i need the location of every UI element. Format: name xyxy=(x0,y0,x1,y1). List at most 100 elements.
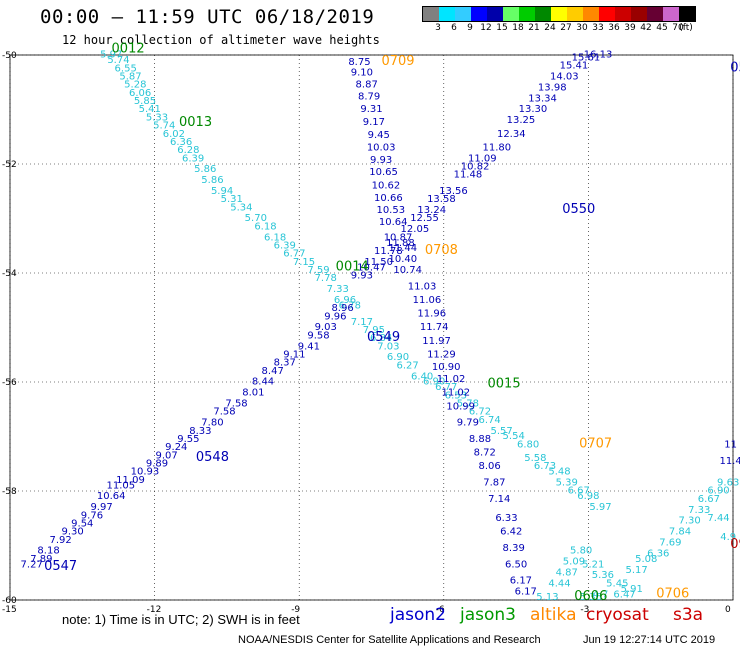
swh-value: 5.58 xyxy=(524,453,546,464)
colorbar-swatch xyxy=(631,7,647,21)
swh-value: 5.86 xyxy=(194,164,216,175)
colorbar-swatch xyxy=(551,7,567,21)
swh-value: 11.80 xyxy=(482,142,511,153)
colorbar-label: 27 xyxy=(560,23,572,33)
y-tick-label: -60 xyxy=(2,596,17,606)
swh-value: 11.48 xyxy=(454,170,483,181)
track-jason2-0547-0549: 7.277.898.187.929.309.549.769.9710.6411.… xyxy=(21,303,354,570)
track-jason3-0012-0014: 5.975.746.555.875.286.065.855.415.335.74… xyxy=(100,50,361,312)
colorbar-label: 15 xyxy=(496,23,508,33)
swh-value: 5.36 xyxy=(580,592,602,603)
swh-value: 8.96 xyxy=(331,303,353,314)
swh-value: 6.18 xyxy=(254,221,276,232)
swh-value: 15.61 xyxy=(572,52,601,63)
x-tick-label: 0 xyxy=(725,605,731,615)
pass-time-label: 0548 xyxy=(196,450,229,465)
swh-value: 8.72 xyxy=(474,448,496,459)
swh-value: 6.73 xyxy=(534,461,556,472)
swh-value: 5.57 xyxy=(491,426,513,437)
pass-labels: 0012 0013 0014 0015 0606 0709 0708 0707 0706 0547… xyxy=(44,41,740,604)
swh-value: 11.96 xyxy=(417,309,446,320)
colorbar-labels: 3 6 9 12 15 18 21 24 27 30 33 36 39 42 45 70 (ft) xyxy=(422,23,740,35)
swh-value: 7.30 xyxy=(678,516,700,527)
swh-value: 11.74 xyxy=(420,322,449,333)
pass-time-label: 0014 xyxy=(336,259,369,274)
swh-value: 7.59 xyxy=(307,265,329,276)
colorbar-label: 21 xyxy=(528,23,540,33)
swh-value: 10.65 xyxy=(369,167,398,178)
swh-value: 7.15 xyxy=(293,257,315,268)
swh-value: 9.79 xyxy=(457,418,479,429)
colorbar-swatch xyxy=(679,7,695,21)
swh-value: 5.97 xyxy=(100,50,122,61)
swh-value: 5.17 xyxy=(625,565,647,576)
track-jason2-0549-0550: 9.9310.4711.5011.7811.8812.0512.5513.241… xyxy=(351,50,613,282)
footer-credit: NOAA/NESDIS Center for Satellite Applica… xyxy=(238,634,541,646)
swh-value: 5.78 xyxy=(457,399,479,410)
pass-time-label: 0708 xyxy=(425,243,458,258)
colorbar-swatch xyxy=(599,7,615,21)
swh-value: 4.9 xyxy=(720,532,736,543)
swh-value: 9.07 xyxy=(156,450,178,461)
swh-value: 6.17 xyxy=(515,587,537,598)
swh-value: 8.18 xyxy=(37,546,59,557)
swh-value: 7.33 xyxy=(327,284,349,295)
swh-value: 10.90 xyxy=(432,362,461,373)
swh-value: 5.74 xyxy=(153,121,175,132)
swh-value: 6.02 xyxy=(163,129,185,140)
colorbar-swatch xyxy=(663,7,679,21)
swh-value: 9.45 xyxy=(368,130,390,141)
chart-subtitle: 12 hour collection of altimeter wave hei… xyxy=(62,33,380,47)
colorbar-label: 9 xyxy=(467,23,473,33)
swh-value: 10.82 xyxy=(461,161,490,172)
swh-value: 11.44 xyxy=(389,243,418,254)
swh-value: 13.34 xyxy=(528,93,557,104)
colorbar-swatch xyxy=(647,7,663,21)
swh-value: 6.40 xyxy=(411,371,433,382)
swh-value: 9.97 xyxy=(90,502,112,513)
swh-value: 16.13 xyxy=(584,50,613,61)
swh-value: 11.06 xyxy=(413,295,442,306)
swh-value: 5.39 xyxy=(556,478,578,489)
swh-value: 7.44 xyxy=(707,513,729,524)
pass-time-label: 0015 xyxy=(488,376,521,391)
swh-value: 5.41 xyxy=(139,104,161,115)
colorbar-label: 30 xyxy=(576,23,588,33)
swh-value: 8.06 xyxy=(478,461,500,472)
swh-value: 9.55 xyxy=(177,434,199,445)
swh-value: 6.84 xyxy=(370,333,392,344)
swh-value: 5.21 xyxy=(582,559,604,570)
swh-value: 4.44 xyxy=(548,578,570,589)
swh-value: 6.80 xyxy=(517,439,539,450)
swh-value: 11.50 xyxy=(364,257,393,268)
colorbar-swatch xyxy=(583,7,599,21)
legend-altika: altika xyxy=(530,605,577,625)
swh-value: 13.58 xyxy=(427,194,456,205)
track-s3a-edge: 7.44 4.9 xyxy=(707,513,736,543)
swh-value: 9.63 xyxy=(717,478,739,489)
swh-value: 7.84 xyxy=(669,527,691,538)
swh-value: 7.95 xyxy=(363,325,385,336)
track-jason2-edge: 11 11.4 xyxy=(719,439,740,466)
swh-value: 8.33 xyxy=(189,426,211,437)
swh-value: 6.39 xyxy=(182,153,204,164)
swh-value: 11.05 xyxy=(107,480,136,491)
colorbar-label: 18 xyxy=(512,23,524,33)
x-tick-label: -12 xyxy=(147,605,162,615)
swh-value: 9.10 xyxy=(351,68,373,79)
colorbar-label: 70 xyxy=(672,23,684,33)
chart-marks: 5.975.746.555.875.286.065.855.415.335.74… xyxy=(21,50,740,603)
y-tick-label: -58 xyxy=(2,487,17,497)
swh-value: 8.88 xyxy=(469,434,491,445)
swh-value: 6.67 xyxy=(698,494,720,505)
pass-time-label: 0012 xyxy=(112,41,145,56)
swh-value: 5.94 xyxy=(211,186,233,197)
track-altika-0706-0707: 5.215.365.456.475.915.175.086.367.697.84… xyxy=(582,478,739,601)
colorbar-swatch xyxy=(439,7,455,21)
swh-value: 10.99 xyxy=(446,401,475,412)
pass-time-label: 0547 xyxy=(44,559,77,574)
colorbar xyxy=(422,6,696,22)
swh-value: 11.02 xyxy=(437,374,466,385)
swh-value: 6.96 xyxy=(334,295,356,306)
swh-value: 5.80 xyxy=(570,546,592,557)
